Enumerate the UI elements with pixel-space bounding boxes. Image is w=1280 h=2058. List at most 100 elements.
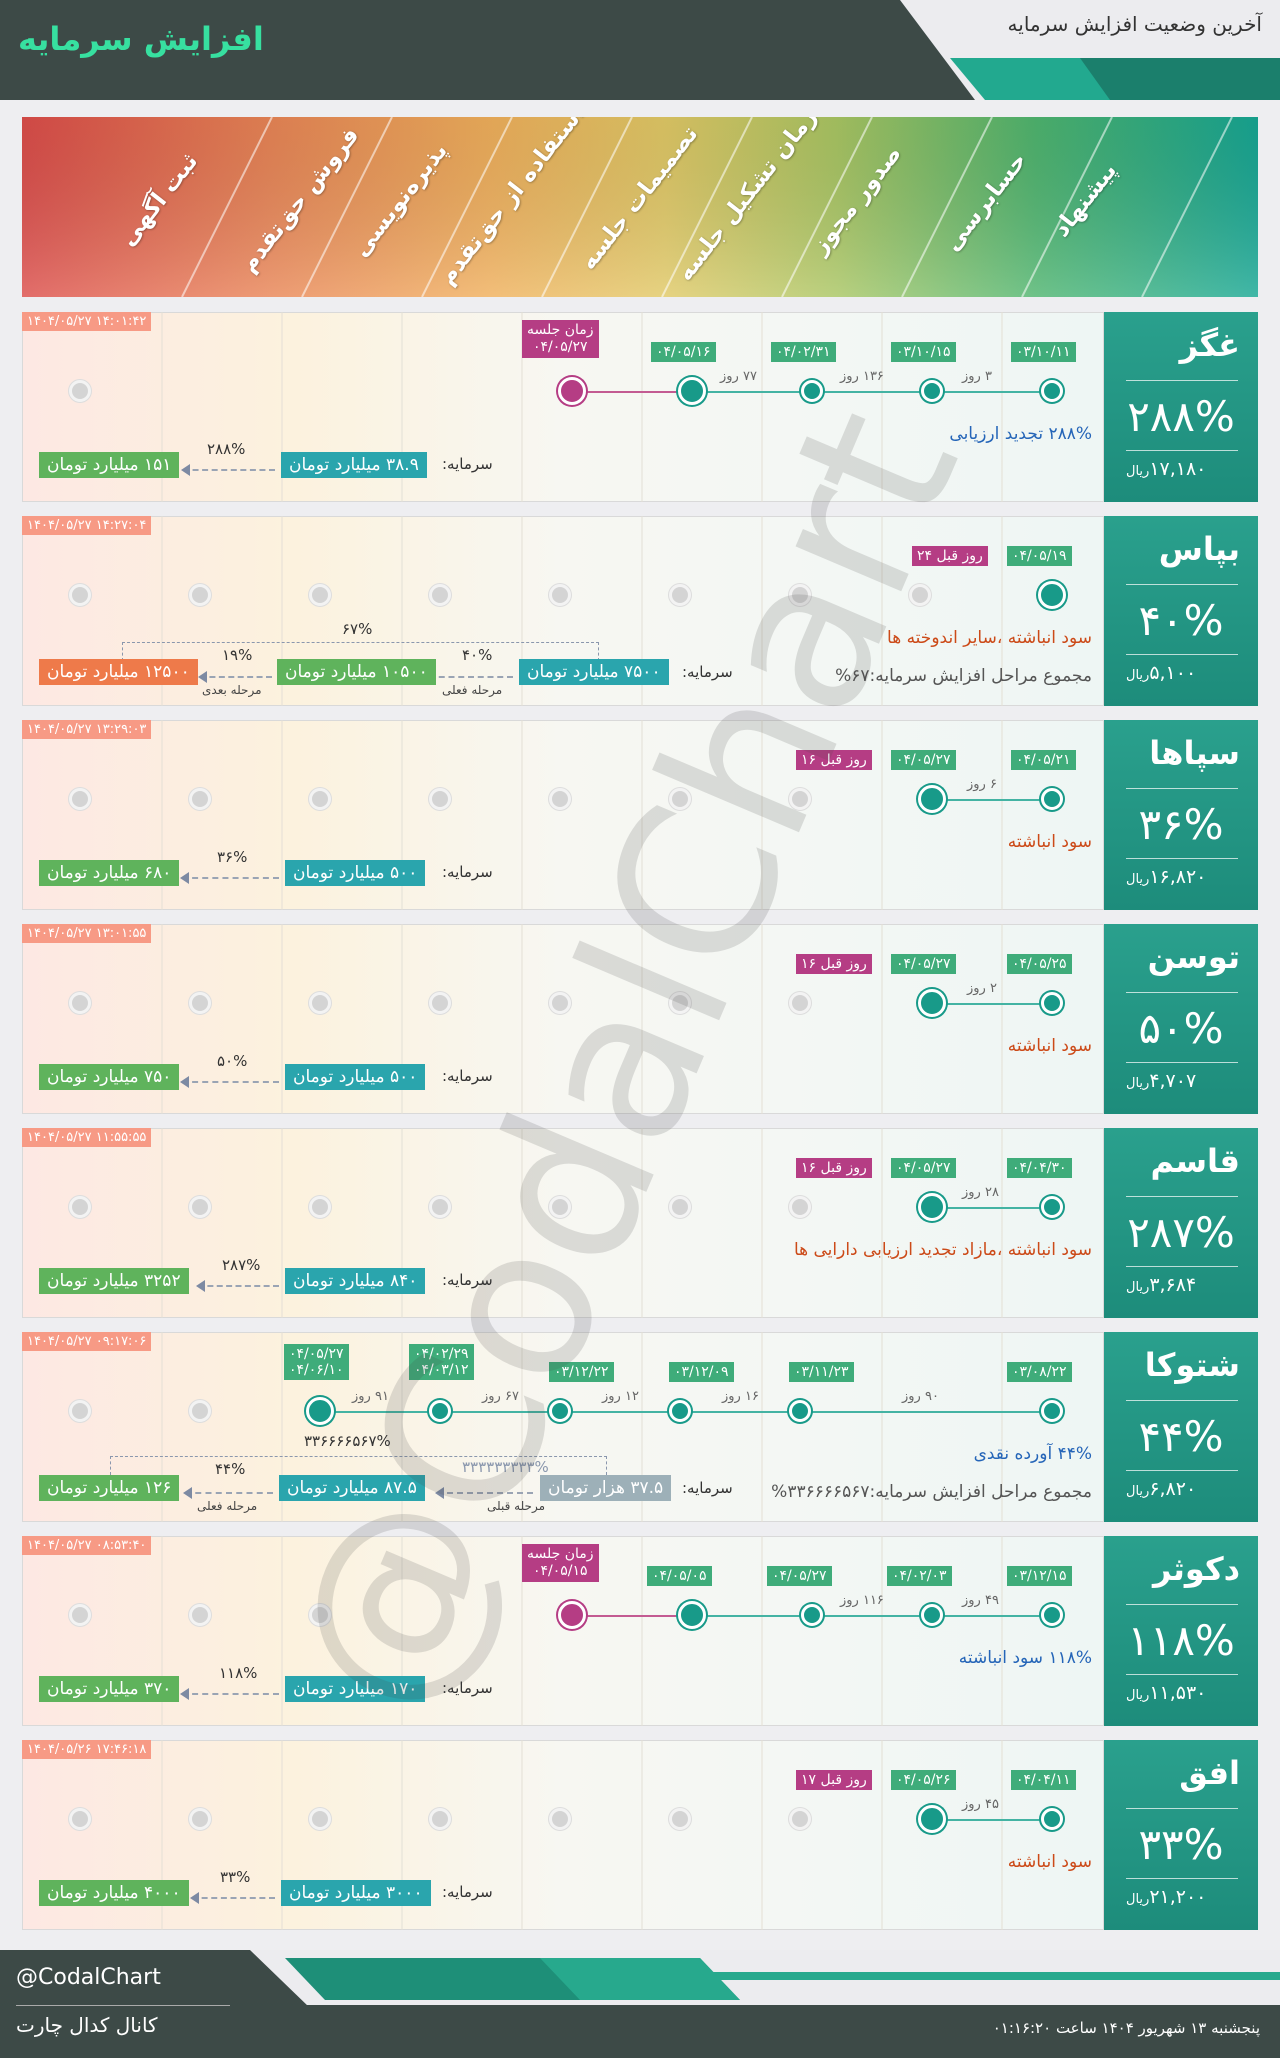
price-unit: ریال [1126,1892,1150,1907]
summary-panel: غگز ۲۸۸% ۱۷,۱۸۰ریال [1104,312,1258,502]
stage-dot-empty [69,380,91,402]
stage-dot-current[interactable] [1038,581,1066,609]
stage-dot[interactable] [921,380,943,402]
footer-divider [16,2005,230,2006]
date-label: ۰۳/۱۲/۲۲ [549,1362,614,1382]
price-value: ۶,۸۲۰ریال [1126,1478,1196,1500]
total-bracket [110,1456,607,1475]
grid-lines [161,1536,1003,1726]
stage-dot-current[interactable] [918,989,946,1017]
symbol-name: دکوثر [1152,1550,1240,1588]
stage-dot-current[interactable] [306,1397,334,1425]
stage-dot[interactable] [801,1604,823,1626]
stage-dot[interactable] [1041,1604,1063,1626]
stage-dot[interactable] [549,1400,571,1422]
capital-target: ۱۵۱ میلیارد تومان [39,452,180,478]
timestamp: ۱۴۰۴/۰۵/۲۷ ۱۳:۲۹:۰۳ [22,720,152,739]
date-label: ۰۴/۰۵/۲۷ [767,1566,832,1586]
stage-dot[interactable] [669,1400,691,1422]
stage-dot-current[interactable] [678,1601,706,1629]
footer-handle[interactable]: @CodalChart [16,1965,161,1990]
stock-card[interactable]: ۱۴۰۴/۰۵/۲۷ ۱۳:۲۹:۰۳ ۰۴/۰۵/۲۱ ۰۴/۰۵/۲۷ ۱۶… [22,720,1258,910]
price-unit: ریال [1126,1484,1150,1499]
capital-current: ۵۰۰ میلیارد تومان [285,1064,426,1090]
capital-arrow [180,1688,279,1700]
stage-dot-current[interactable] [918,1193,946,1221]
stock-card[interactable]: ۱۴۰۴/۰۵/۲۷ ۰۸:۵۳:۴۰ ۰۳/۱۲/۱۵ ۰۴/۰۲/۰۳ ۰۴… [22,1536,1258,1726]
stage-dot[interactable] [1041,1400,1063,1422]
symbol-name: سپاها [1149,734,1240,772]
timestamp: ۱۴۰۴/۰۵/۲۷ ۰۸:۵۳:۴۰ [22,1536,152,1555]
stage-dot-empty [69,584,91,606]
stage-dot[interactable] [801,380,823,402]
stage-dot[interactable] [1041,788,1063,810]
capital-label: سرمایه: [442,1883,493,1901]
days-gap: ۲۸ روز [962,1185,999,1200]
days-gap: ۹۰ روز [902,1389,939,1404]
stage-dot-empty [69,1604,91,1626]
stage-dot-empty [309,992,331,1014]
stage-dot[interactable] [1041,1808,1063,1830]
stage-dot-empty [669,1808,691,1830]
stage-dot-empty [189,1604,211,1626]
footer-channel[interactable]: کانال کدال چارت [16,2013,158,2037]
days-gap: ۳ روز [962,369,992,384]
meeting-dot[interactable] [558,1601,586,1629]
stock-card[interactable]: ۱۴۰۴/۰۵/۲۷ ۰۹:۱۷:۰۶ ۰۳/۰۸/۲۲ ۰۳/۱۱/۲۳ ۰۳… [22,1332,1258,1522]
stock-card[interactable]: ۱۴۰۴/۰۵/۲۷ ۱۱:۵۵:۵۵ ۰۴/۰۴/۳۰ ۰۴/۰۵/۲۷ ۱۶… [22,1128,1258,1318]
price-value: ۱۱,۵۳۰ریال [1126,1682,1206,1704]
capital-arrow [183,1487,273,1499]
price: ۶,۸۲۰ [1149,1478,1197,1500]
stock-card[interactable]: ۱۴۰۴/۰۵/۲۷ ۱۳:۰۱:۵۵ ۰۴/۰۵/۲۵ ۰۴/۰۵/۲۷ ۱۶… [22,924,1258,1114]
price-unit: ریال [1126,872,1150,887]
date-label: ۰۴/۰۲/۰۳ [887,1566,952,1586]
stage-dot-current[interactable] [918,1805,946,1833]
days-gap: ۴۹ روز [962,1593,999,1608]
stage-dot[interactable] [789,1400,811,1422]
capital-pct-next: ۱۹% [222,646,253,664]
stage-dot-empty [309,584,331,606]
meeting-date: ۰۴/۰۵/۲۷ [532,339,588,355]
stage-dot[interactable] [1041,1196,1063,1218]
capital-pct: ۱۱۸% [219,1664,258,1682]
stage-dot[interactable] [1041,992,1063,1014]
stage-dot[interactable] [429,1400,451,1422]
meeting-dot[interactable] [558,377,586,405]
price: ۲۱,۲۰۰ [1149,1886,1207,1908]
date-label: ۰۴/۰۵/۱۶ [651,342,716,362]
timeline-line [322,1411,1062,1413]
capital-label: سرمایه: [442,1679,493,1697]
stage-dot-empty [309,1808,331,1830]
stage-dot-empty [789,788,811,810]
days-gap: ۶ روز [967,777,997,792]
note-primary: سود انباشته ،سایر اندوخته ها [887,628,1092,648]
capital-arrow [190,1892,275,1904]
meeting-date: ۰۴/۰۵/۱۵ [532,1563,588,1579]
stock-card[interactable]: ۱۴۰۴/۰۵/۲۷ ۱۴:۲۷:۰۴ ۰۴/۰۵/۱۹ ۲۴ روز قبل … [22,516,1258,706]
capital-pct: ۳۳% [220,1868,251,1886]
capital-arrow [180,872,279,884]
stage-dot-current[interactable] [918,785,946,813]
date-label: ۰۴/۰۵/۰۵ [647,1566,712,1586]
capital-arrow [427,671,513,683]
symbol-name: شتوکا [1144,1346,1240,1384]
increase-percent: ۲۸۸% [1127,392,1235,441]
summary-panel: شتوکا ۴۴% ۶,۸۲۰ریال [1104,1332,1258,1522]
stage-dot-current[interactable] [678,377,706,405]
capital-arrow [435,1487,533,1499]
stock-card[interactable]: ۱۴۰۴/۰۵/۲۶ ۱۷:۴۶:۱۸ ۰۴/۰۴/۱۱ ۰۴/۰۵/۲۶ ۱۷… [22,1740,1258,1930]
timestamp: ۱۴۰۴/۰۵/۲۷ ۱۱:۵۵:۵۵ [22,1128,152,1147]
note-primary: سود انباشته [1007,832,1092,852]
symbol-name: بپاس [1158,530,1240,568]
page-title: افزایش سرمایه [18,20,264,58]
stage-dot[interactable] [921,1604,943,1626]
stage-dot-empty [429,992,451,1014]
stock-card[interactable]: ۱۴۰۴/۰۵/۲۷ ۱۴:۰۱:۴۲ ۰۳/۱۰/۱۱ ۰۳/۱۰/۱۵ ۰۴… [22,312,1258,502]
footer-date: پنجشنبه ۱۳ شهریور ۱۴۰۴ ساعت ۰۱:۱۶:۲۰ [992,2019,1260,2037]
stage-dot[interactable] [1041,380,1063,402]
note-primary: سود انباشته [1007,1036,1092,1056]
symbol-name: قاسم [1150,1142,1240,1180]
summary-panel: سپاها ۳۶% ۱۶,۸۲۰ریال [1104,720,1258,910]
days-gap: ۱۱۶ روز [840,1593,884,1608]
capital-arrow [198,671,272,683]
